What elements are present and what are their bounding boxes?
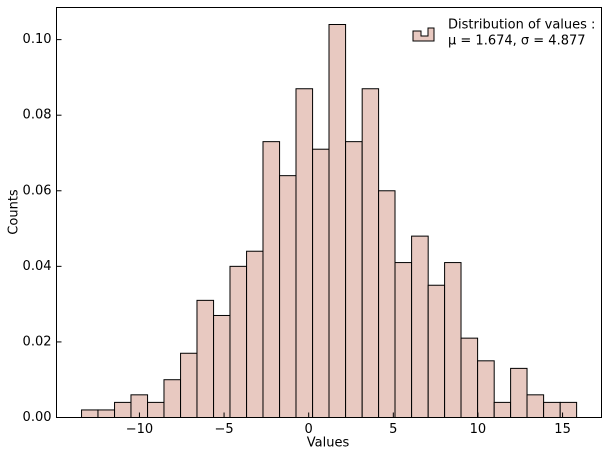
bar <box>345 141 363 418</box>
bar <box>213 314 231 418</box>
bar <box>147 401 165 419</box>
bar <box>97 409 116 418</box>
y-tick-label: 0.08 <box>23 108 52 123</box>
bar <box>427 284 446 419</box>
bar <box>229 265 248 418</box>
x-tick-label: −5 <box>214 422 233 437</box>
plot-frame <box>56 7 602 418</box>
bar <box>444 262 462 418</box>
bar <box>510 367 528 419</box>
bar <box>543 401 561 419</box>
bar <box>262 141 281 418</box>
bar <box>180 352 198 419</box>
bar <box>114 401 132 419</box>
bar <box>526 394 545 418</box>
bar <box>81 409 99 418</box>
bar <box>279 175 297 418</box>
bar <box>361 88 380 419</box>
bar <box>196 299 215 419</box>
y-tick-label: 0.02 <box>23 334 52 349</box>
x-tick-label: 5 <box>389 422 397 437</box>
y-tick-label: 0.10 <box>23 32 52 47</box>
x-tick-label: 0 <box>305 422 313 437</box>
bar <box>295 88 314 419</box>
y-axis-label: Counts <box>7 189 22 235</box>
x-axis-label: Values <box>307 436 350 451</box>
bar <box>411 235 429 418</box>
legend-label: Distribution of values : <box>448 18 595 33</box>
bar <box>378 190 396 418</box>
y-tick-label: 0.06 <box>23 183 52 198</box>
bar <box>163 379 182 418</box>
bar <box>246 250 264 418</box>
bar <box>394 262 413 418</box>
x-tick-label: 15 <box>554 422 571 437</box>
bar <box>477 360 495 418</box>
bar <box>460 337 479 419</box>
y-tick-label: 0.04 <box>23 259 52 274</box>
bar <box>328 24 347 418</box>
x-tick-label: −10 <box>126 422 153 437</box>
y-tick-label: 0.00 <box>23 410 52 425</box>
bar <box>312 148 330 418</box>
legend-label: μ = 1.674, σ = 4.877 <box>448 34 586 49</box>
legend-icon <box>412 27 435 42</box>
x-tick-label: 10 <box>470 422 487 437</box>
bar <box>493 401 512 419</box>
